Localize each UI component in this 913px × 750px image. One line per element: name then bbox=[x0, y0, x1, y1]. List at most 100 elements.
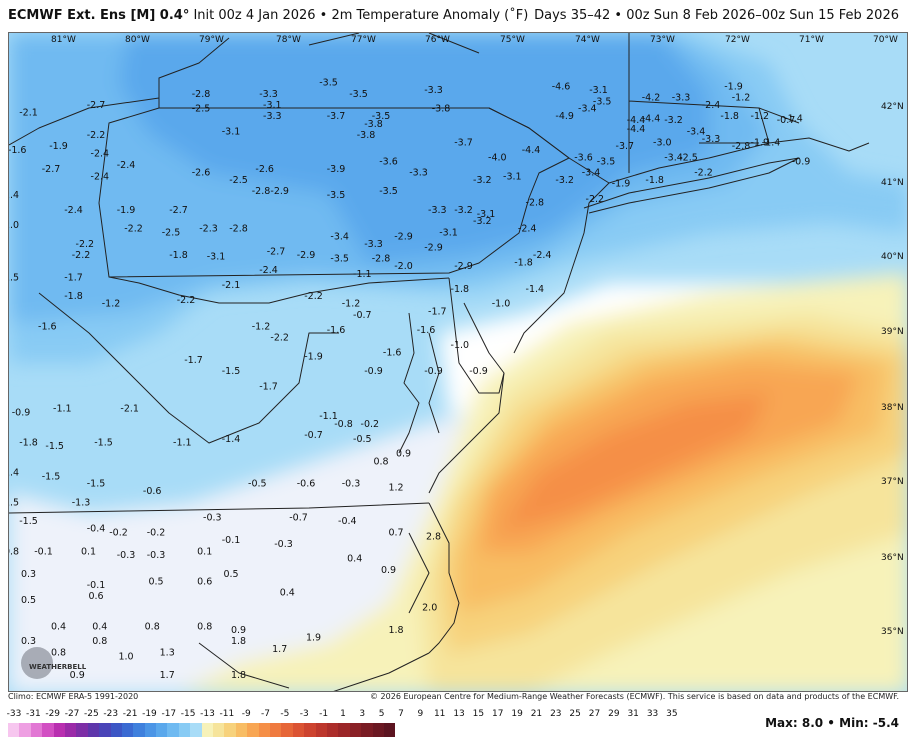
longitude-labels: 81°W 80°W 79°W 78°W 77°W 76°W 75°W 74°W … bbox=[51, 35, 898, 45]
colorbar-swatch bbox=[258, 723, 270, 737]
anomaly-value: -3.5 bbox=[597, 156, 616, 167]
lon-label-79: 79°W bbox=[199, 35, 224, 45]
anomaly-value: -1.2 bbox=[342, 299, 361, 310]
anomaly-value: -2.2 bbox=[270, 333, 289, 344]
southern-new-england-coast bbox=[608, 137, 870, 184]
lat-label-36: 36°N bbox=[881, 553, 904, 563]
anomaly-value: 1.8 bbox=[388, 625, 403, 636]
anomaly-value: -1.7 bbox=[64, 273, 83, 284]
anomaly-value: 1.8 bbox=[231, 636, 246, 647]
lat-label-42: 42°N bbox=[881, 102, 904, 112]
anomaly-value: -4.4 bbox=[642, 114, 661, 125]
lake-ontario-shore bbox=[308, 33, 480, 54]
anomaly-value: 0.4 bbox=[92, 621, 107, 632]
anomaly-value: -2.0 bbox=[9, 220, 19, 231]
colorbar-swatch bbox=[53, 723, 65, 737]
sc-nc-border bbox=[198, 642, 290, 689]
anomaly-value: -0.8 bbox=[334, 419, 353, 430]
colorbar bbox=[8, 723, 396, 737]
anomaly-value: 0.9 bbox=[381, 565, 396, 576]
colorbar-swatch bbox=[361, 723, 373, 737]
colorbar-label: -11 bbox=[219, 709, 235, 719]
lat-label-35: 35°N bbox=[881, 627, 904, 637]
colorbar-swatch bbox=[213, 723, 225, 737]
colorbar-label: -33 bbox=[6, 709, 22, 719]
anomaly-value: -0.1 bbox=[34, 546, 53, 557]
anomaly-value: -0.7 bbox=[777, 115, 796, 126]
anomaly-value: 0.5 bbox=[148, 576, 163, 587]
colorbar-label: 15 bbox=[472, 709, 485, 719]
anomaly-value: -1.0 bbox=[492, 299, 511, 310]
map-panel[interactable]: 42°N 41°N 40°N 39°N 38°N 37°N 36°N 35°N … bbox=[8, 32, 908, 692]
anomaly-value: -0.3 bbox=[274, 539, 293, 550]
anomaly-value: -3.3 bbox=[672, 93, 691, 104]
anomaly-value: -3.8 bbox=[432, 104, 451, 115]
temperature-anomaly-map: 42°N 41°N 40°N 39°N 38°N 37°N 36°N 35°N … bbox=[9, 33, 907, 691]
lat-label-41: 41°N bbox=[881, 178, 904, 188]
anomaly-value: -3.3 bbox=[428, 205, 447, 216]
anomaly-value: -1.1 bbox=[353, 269, 372, 280]
colorbar-swatch bbox=[281, 723, 293, 737]
anomaly-value: -1.5 bbox=[45, 441, 64, 452]
anomaly-value: -3.3 bbox=[424, 85, 443, 96]
anomaly-value: 0.1 bbox=[197, 546, 212, 557]
anomaly-value: -0.9 bbox=[364, 366, 383, 377]
anomaly-value: -0.5 bbox=[248, 479, 267, 490]
anomaly-value: -1.8 bbox=[645, 175, 664, 186]
colorbar-swatch bbox=[64, 723, 77, 737]
colorbar-swatch bbox=[19, 723, 31, 737]
anomaly-value: -3.1 bbox=[477, 209, 496, 220]
anomaly-value: -3.5 bbox=[372, 111, 391, 122]
anomaly-value: -3.5 bbox=[379, 186, 398, 197]
colorbar-swatch bbox=[110, 723, 122, 737]
anomaly-value: -2.7 bbox=[267, 246, 286, 257]
anomaly-value: -2.9 bbox=[270, 186, 289, 197]
anomaly-value: 0.9 bbox=[70, 670, 85, 681]
anomaly-value: -1.5 bbox=[19, 516, 38, 527]
anomaly-value: 0.3 bbox=[21, 636, 36, 647]
anomaly-value: -1.5 bbox=[87, 479, 106, 490]
anomaly-value: -3.2 bbox=[664, 115, 683, 126]
anomaly-value: -3.7 bbox=[454, 138, 473, 149]
anomaly-value: -3.4 bbox=[687, 126, 706, 137]
anomaly-value: -1.8 bbox=[451, 284, 470, 295]
nc-sound bbox=[408, 532, 430, 614]
anomaly-value: -2.4 bbox=[91, 171, 110, 182]
anomaly-value: -1.5 bbox=[222, 366, 241, 377]
max-min-readout: Max: 8.0 • Min: -5.4 bbox=[765, 716, 899, 730]
anomaly-value: -1.6 bbox=[38, 321, 57, 332]
new-york-south-border bbox=[488, 107, 610, 184]
anomaly-value: -2.4 bbox=[518, 224, 537, 235]
anomaly-value: -0.2 bbox=[109, 528, 128, 539]
anomaly-value: -3.1 bbox=[589, 85, 608, 96]
colorbar-swatch bbox=[315, 723, 327, 737]
anomaly-value: 0.5 bbox=[21, 595, 36, 606]
anomaly-value: -1.5 bbox=[42, 471, 61, 482]
anomaly-value: -3.5 bbox=[327, 190, 346, 201]
anomaly-value: -2.6 bbox=[255, 164, 274, 175]
colorbar-swatch bbox=[247, 723, 259, 737]
north-carolina-coast bbox=[333, 652, 430, 691]
colorbar-label: 35 bbox=[666, 709, 678, 719]
colorbar-label: 7 bbox=[398, 709, 404, 719]
anomaly-value: -3.6 bbox=[574, 153, 593, 164]
anomaly-value: -2.2 bbox=[124, 224, 143, 235]
long-island bbox=[583, 157, 800, 214]
anomaly-value: -3.0 bbox=[653, 138, 672, 149]
colorbar-swatch bbox=[99, 723, 111, 737]
anomaly-value: -1.0 bbox=[451, 340, 470, 351]
anomaly-value: -3.3 bbox=[263, 111, 282, 122]
anomaly-value: -4.4 bbox=[522, 145, 541, 156]
anomaly-value: -1.8 bbox=[514, 258, 533, 269]
colorbar-label: -27 bbox=[64, 709, 80, 719]
anomaly-value: -1.2 bbox=[252, 321, 271, 332]
anomaly-value: -3.3 bbox=[364, 239, 383, 250]
valid-period: Days 35–42 • 00z Sun 8 Feb 2026–00z Sun … bbox=[534, 8, 899, 23]
separator: • bbox=[827, 716, 835, 730]
anomaly-value: -2.2 bbox=[76, 239, 95, 250]
anomaly-fill bbox=[9, 33, 907, 691]
anomaly-value: -2.8 bbox=[732, 141, 751, 152]
colorbar-swatch bbox=[42, 723, 54, 737]
colorbar-label: -1 bbox=[319, 709, 329, 719]
copyright-notice: © 2026 European Centre for Medium-Range … bbox=[370, 692, 899, 701]
